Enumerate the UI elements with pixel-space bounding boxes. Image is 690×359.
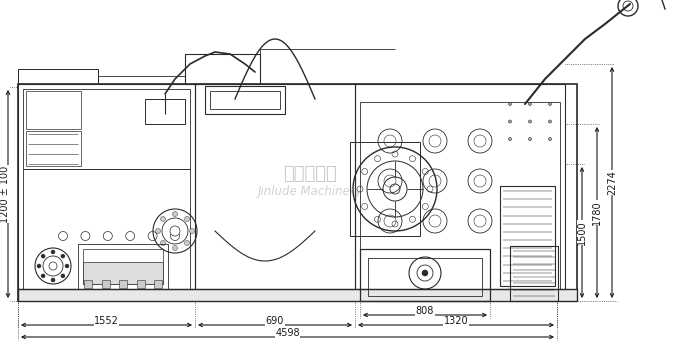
Circle shape (529, 103, 531, 106)
Text: 808: 808 (416, 306, 434, 316)
Bar (355, 84, 565, 289)
Circle shape (51, 250, 55, 254)
Circle shape (184, 216, 190, 222)
Text: 1200 ± 100: 1200 ± 100 (0, 165, 10, 223)
Circle shape (529, 137, 531, 140)
Bar (23, 169, 190, 289)
Bar (84, 280, 92, 288)
Text: 4598: 4598 (275, 328, 300, 338)
Circle shape (172, 211, 177, 216)
Circle shape (509, 120, 511, 123)
Bar (18, 69, 98, 84)
Bar (368, 258, 482, 296)
Bar (83, 249, 163, 284)
Bar (154, 280, 162, 288)
Text: Jinlude Machinery: Jinlude Machinery (257, 185, 362, 197)
Circle shape (422, 270, 428, 276)
Bar (185, 54, 260, 84)
Circle shape (172, 246, 177, 251)
Bar (18, 84, 195, 289)
Circle shape (61, 274, 65, 278)
Bar (350, 142, 420, 236)
Circle shape (549, 137, 551, 140)
Bar (26, 91, 81, 129)
Bar (145, 99, 185, 124)
Bar (137, 280, 144, 288)
Circle shape (155, 228, 161, 233)
Bar (195, 84, 355, 289)
Bar (360, 249, 490, 301)
Bar (210, 91, 280, 109)
Bar (78, 244, 168, 289)
Circle shape (161, 241, 166, 246)
Bar (83, 262, 163, 284)
Bar (23, 89, 190, 169)
Circle shape (37, 264, 41, 268)
Circle shape (390, 184, 400, 194)
Bar (18, 84, 577, 301)
Circle shape (549, 103, 551, 106)
Bar (360, 102, 560, 289)
Text: 1552: 1552 (94, 316, 119, 326)
Bar (26, 131, 81, 166)
Text: 2274: 2274 (607, 170, 617, 195)
Circle shape (41, 254, 45, 258)
Bar (18, 289, 577, 301)
Circle shape (161, 216, 166, 222)
Circle shape (170, 226, 180, 236)
Bar (119, 280, 127, 288)
Text: 1780: 1780 (592, 200, 602, 225)
Bar (510, 246, 558, 301)
Circle shape (184, 241, 190, 246)
Bar (205, 86, 285, 114)
Circle shape (61, 254, 65, 258)
Circle shape (549, 120, 551, 123)
Circle shape (65, 264, 69, 268)
Circle shape (51, 278, 55, 282)
Text: 690: 690 (266, 316, 284, 326)
Text: 1500: 1500 (577, 220, 587, 245)
Circle shape (190, 228, 195, 233)
Text: 普志德机械: 普志德机械 (283, 165, 337, 183)
Circle shape (529, 120, 531, 123)
Bar (500, 186, 555, 286)
Text: 1320: 1320 (444, 316, 469, 326)
Bar (101, 280, 110, 288)
Circle shape (509, 137, 511, 140)
Circle shape (41, 274, 45, 278)
Circle shape (509, 103, 511, 106)
